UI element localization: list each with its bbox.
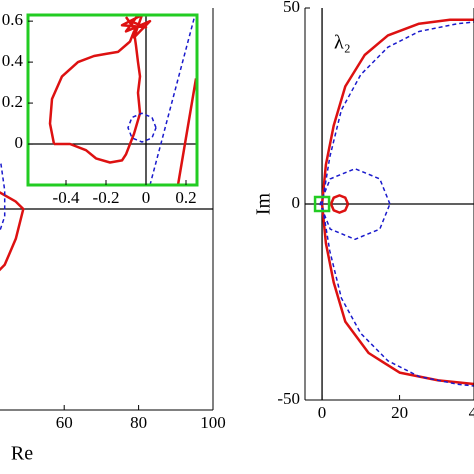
y-tick-label: 0.6 (2, 10, 23, 29)
inset-background (28, 15, 197, 185)
plot-area (28, 15, 197, 185)
series-line (0, 161, 6, 233)
series-line (0, 191, 25, 272)
x-tick-label: -0.2 (93, 188, 120, 207)
x-tick-label: 20 (391, 403, 408, 422)
x-tick-label: 40 (469, 403, 474, 422)
series-line (149, 15, 196, 185)
x-tick-label: 100 (200, 413, 226, 432)
series-line (319, 167, 391, 241)
y-tick-label: -50 (277, 389, 300, 408)
series-line (321, 21, 474, 387)
y-tick-label: 0 (292, 193, 301, 212)
y-tick-label: 50 (283, 0, 300, 16)
x-axis-label: Re (11, 443, 33, 465)
inset-frame (26, 13, 199, 187)
x-tick-label: -0.4 (53, 188, 80, 207)
plot-area (0, 161, 213, 272)
x-tick-label: 60 (56, 413, 73, 432)
x-tick-label: 80 (130, 413, 147, 432)
series-line (127, 112, 157, 143)
x-tick-label: 0 (318, 403, 327, 422)
y-tick-label: 0.2 (2, 92, 23, 111)
zoom-box (313, 195, 331, 213)
series-line (176, 78, 197, 185)
annotation: λ₂ (334, 32, 351, 54)
series-line (320, 18, 474, 386)
series-line (329, 194, 350, 214)
series-line (120, 15, 152, 39)
x-tick-label: 0 (142, 188, 151, 207)
y-axis-label: Im (253, 192, 275, 215)
y-tick-label: 0 (15, 133, 24, 152)
y-tick-label: 0.4 (2, 51, 24, 70)
plot-area (305, 8, 474, 400)
series-line (48, 30, 142, 164)
x-tick-label: 0.2 (175, 188, 196, 207)
